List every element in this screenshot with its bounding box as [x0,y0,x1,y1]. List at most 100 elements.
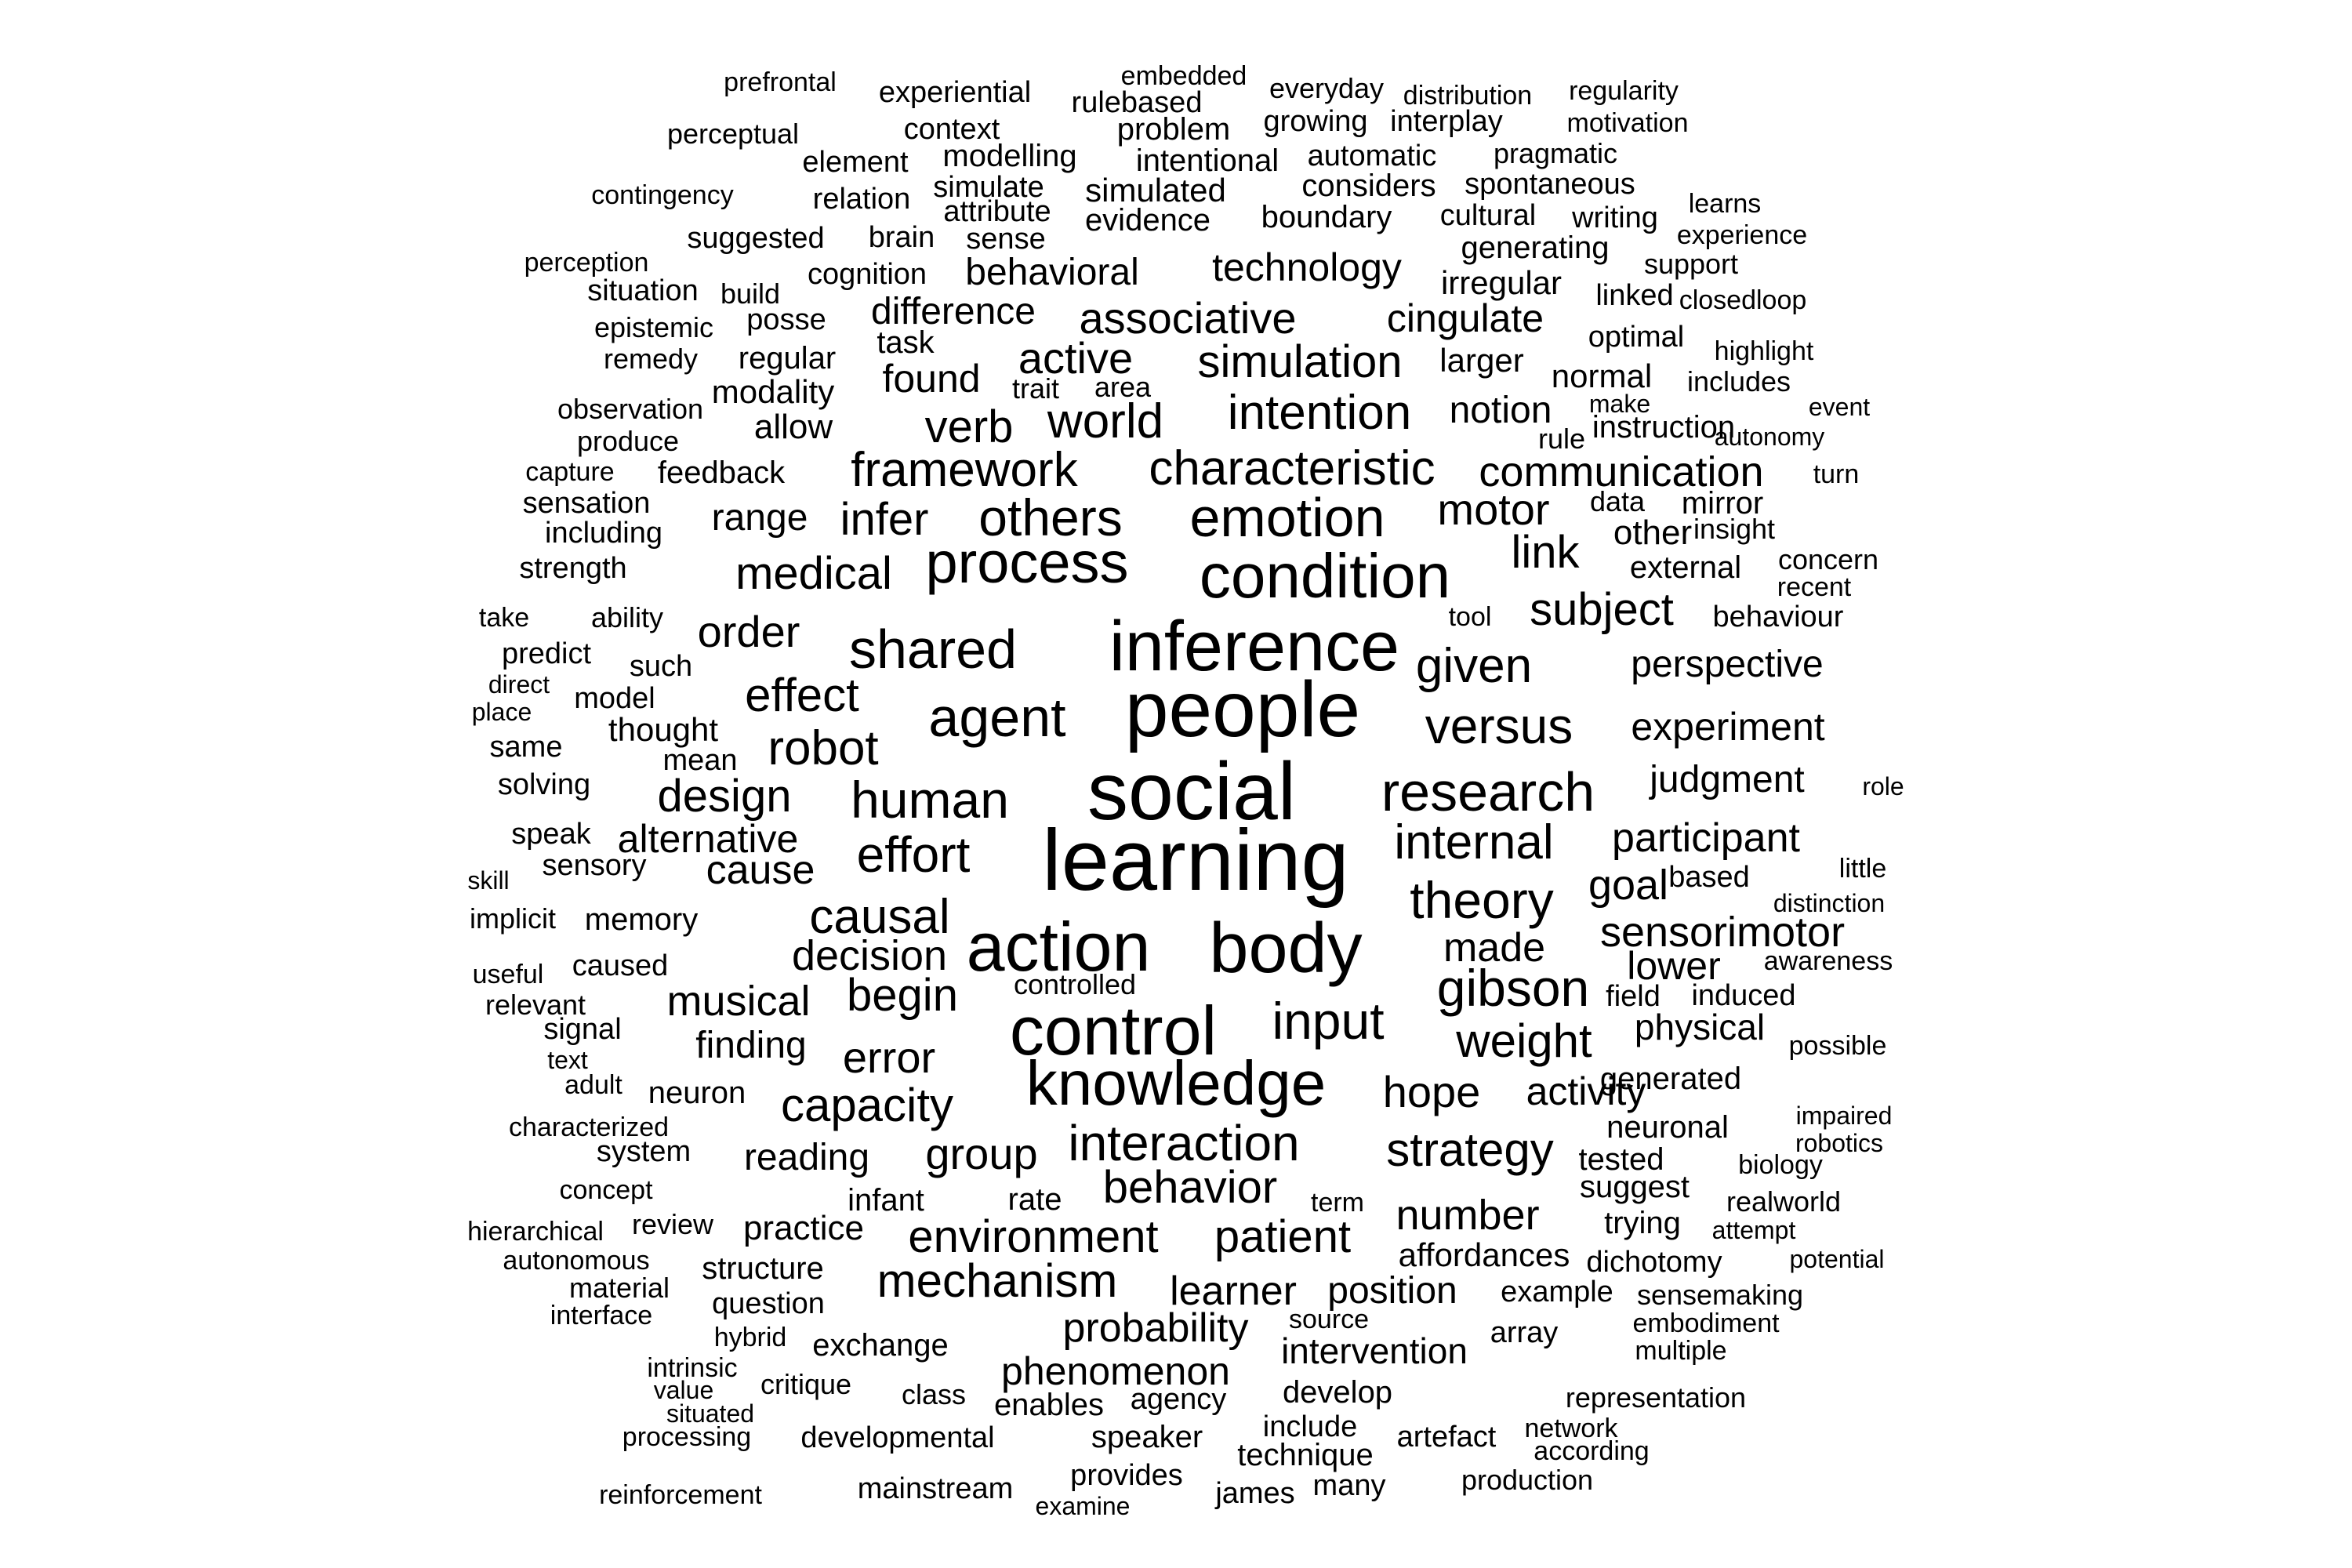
word-inference: inference [1109,608,1400,686]
word-distinction: distinction [1773,889,1886,917]
word-task: task [877,325,935,360]
word-reinforcement: reinforcement [599,1480,762,1510]
word-skill: skill [467,866,510,895]
word-adult: adult [564,1070,622,1100]
word-hope: hope [1382,1067,1481,1116]
word-infant: infant [848,1183,924,1218]
word-order: order [697,607,800,656]
word-condition: condition [1199,541,1451,611]
word-produce: produce [576,425,680,457]
word-relation: relation [812,183,911,216]
word-area: area [1094,371,1152,403]
word-strategy: strategy [1386,1123,1554,1176]
word-little: little [1838,854,1887,884]
word-number: number [1396,1192,1540,1239]
word-multiple: multiple [1635,1336,1727,1366]
word-caused: caused [572,949,669,982]
word-attempt: attempt [1711,1216,1796,1244]
word-weight: weight [1456,1014,1592,1067]
word-signal: signal [543,1013,622,1046]
word-decision: decision [791,932,948,979]
word-sensorimotor: sensorimotor [1599,909,1846,956]
word-found: found [882,357,981,401]
word-cingulate: cingulate [1386,296,1544,340]
word-field: field [1606,980,1661,1013]
word-shared: shared [848,619,1018,680]
word-growing: growing [1263,105,1368,138]
word-term: term [1311,1188,1364,1218]
word-verb: verb [924,401,1014,452]
word-research: research [1381,761,1595,822]
word-generated: generated [1599,1062,1742,1096]
word-insight: insight [1693,513,1776,545]
word-agent: agent [928,687,1066,748]
word-mirror: mirror [1681,486,1764,521]
word-mainstream: mainstream [857,1472,1014,1505]
word-learner: learner [1170,1269,1297,1314]
word-motivation: motivation [1566,108,1689,138]
word-james: james [1215,1477,1295,1510]
word-value: value [653,1376,714,1404]
word-active: active [1018,333,1134,383]
word-gibson: gibson [1436,959,1590,1017]
word-cause: cause [706,848,815,893]
word-difference: difference [871,291,1036,332]
word-speaker: speaker [1091,1420,1203,1454]
word-turn: turn [1813,459,1860,489]
word-modality: modality [711,373,835,410]
word-class: class [901,1378,967,1410]
word-physical: physical [1634,1007,1766,1047]
word-simulate: simulate [933,171,1044,204]
word-experience: experience [1676,220,1808,250]
word-neuron: neuron [648,1076,746,1110]
word-simulated: simulated [1085,172,1226,209]
word-recent: recent [1777,572,1852,602]
word-process: process [925,530,1129,595]
word-technology: technology [1212,245,1402,289]
word-sensemaking: sensemaking [1636,1279,1804,1311]
word-autonomous: autonomous [503,1246,650,1276]
word-infer: infer [840,494,929,545]
word-practice: practice [742,1209,865,1247]
word-source: source [1288,1305,1370,1334]
word-developmental: developmental [800,1421,995,1454]
word-review: review [631,1208,714,1240]
word-social: social [1087,746,1296,837]
word-communication: communication [1479,448,1764,495]
word-behaviour: behaviour [1712,601,1844,633]
word-neuronal: neuronal [1606,1110,1729,1145]
word-thought: thought [608,711,719,748]
word-prefrontal: prefrontal [724,67,837,97]
word-theory: theory [1410,871,1554,929]
word-control: control [1009,992,1218,1069]
word-speak: speak [511,818,591,851]
word-text: text [547,1046,588,1074]
word-make: make [1588,390,1651,418]
word-phenomenon: phenomenon [1001,1349,1230,1393]
word-range: range [711,497,808,539]
word-position: position [1327,1270,1457,1312]
word-medical: medical [735,548,892,599]
word-dichotomy: dichotomy [1586,1246,1722,1279]
word-effect: effect [745,669,859,721]
word-capacity: capacity [780,1079,954,1131]
word-tested: tested [1578,1142,1664,1177]
word-alternative: alternative [617,817,799,861]
word-causal: causal [809,890,950,944]
word-memory: memory [584,902,699,937]
word-trying: trying [1604,1206,1681,1240]
word-others: others [978,488,1123,546]
word-rate: rate [1007,1182,1062,1217]
word-perception: perception [524,248,649,278]
word-attribute: attribute [943,195,1051,228]
word-develop: develop [1282,1375,1393,1410]
word-includes: includes [1686,365,1791,397]
word-optimal: optimal [1588,321,1685,354]
word-take: take [478,603,530,633]
word-modelling: modelling [942,139,1077,173]
word-implicit: implicit [469,902,557,935]
word-contingency: contingency [591,180,734,210]
word-controlled: controlled [1013,968,1137,1000]
word-system: system [596,1135,691,1168]
word-situation: situation [587,274,699,307]
